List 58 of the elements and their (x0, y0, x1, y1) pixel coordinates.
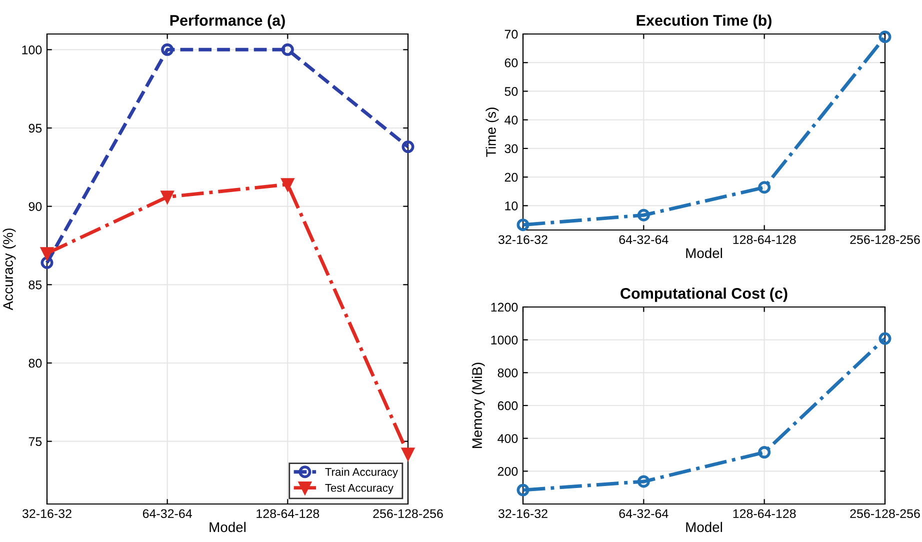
y-axis-title: Memory (MiB) (472, 362, 485, 448)
x-axis-title: Model (210, 522, 246, 532)
point (281, 178, 294, 191)
point (878, 332, 892, 345)
chart-title: Performance (a) (170, 14, 285, 29)
x-tick-label: 256-128-256 (850, 235, 920, 244)
x-tick-label: 64-32-64 (619, 509, 668, 518)
y-tick-label: 75 (28, 437, 42, 446)
x-tick-label: 32-16-32 (498, 509, 548, 518)
y-tick-label: 400 (498, 434, 518, 443)
point (637, 208, 650, 222)
x-tick-label: 128-64-128 (256, 509, 320, 518)
x-tick-label: 32-16-32 (22, 509, 72, 518)
y-tick-label: 1000 (491, 336, 518, 344)
point (516, 218, 530, 232)
y-tick-label: 100 (22, 45, 42, 54)
y-tick-label: 80 (28, 358, 42, 368)
y-tick-label: 85 (28, 280, 42, 290)
point (878, 30, 892, 44)
y-tick-label: 70 (504, 30, 518, 39)
x-tick-label: 256-128-256 (850, 509, 920, 518)
point (40, 247, 54, 260)
legend-label: Train Accuracy (325, 468, 398, 478)
x-tick-label: 64-32-64 (619, 235, 668, 244)
x-tick-label: 128-64-128 (733, 235, 796, 244)
point (161, 43, 174, 56)
chart-title: Computational Cost (c) (620, 288, 788, 302)
y-axis-title: Accuracy (%) (2, 228, 16, 310)
y-tick-label: 800 (498, 368, 518, 378)
point (758, 181, 771, 194)
y-tick-label: 90 (28, 202, 42, 211)
x-tick-label: 256-128-256 (373, 509, 443, 518)
y-tick-label: 60 (504, 58, 518, 68)
point (402, 448, 414, 460)
x-axis-title: Model (686, 522, 722, 532)
legend-label: Test Accuracy (325, 484, 394, 494)
point (281, 43, 294, 56)
y-axis-title: Time (s) (486, 108, 499, 157)
y-tick-label: 10 (505, 201, 518, 210)
y-tick-label: 600 (498, 401, 518, 410)
y-tick-label: 1200 (491, 302, 518, 312)
y-tick-label: 50 (504, 87, 518, 96)
point (637, 475, 650, 488)
y-tick-label: 95 (28, 124, 42, 133)
point (402, 140, 414, 154)
point (40, 256, 54, 269)
point (516, 484, 530, 496)
point (758, 446, 771, 459)
chart-title: Execution Time (b) (636, 14, 772, 29)
y-tick-label: 200 (498, 466, 518, 476)
x-axis-title: Model (686, 248, 722, 258)
y-tick-label: 40 (504, 116, 518, 124)
y-tick-label: 30 (504, 144, 518, 154)
x-tick-label: 64-32-64 (142, 509, 192, 518)
point (161, 190, 174, 204)
x-tick-label: 32-16-32 (498, 235, 548, 244)
x-tick-label: 128-64-128 (733, 509, 796, 518)
y-tick-label: 20 (504, 172, 518, 182)
